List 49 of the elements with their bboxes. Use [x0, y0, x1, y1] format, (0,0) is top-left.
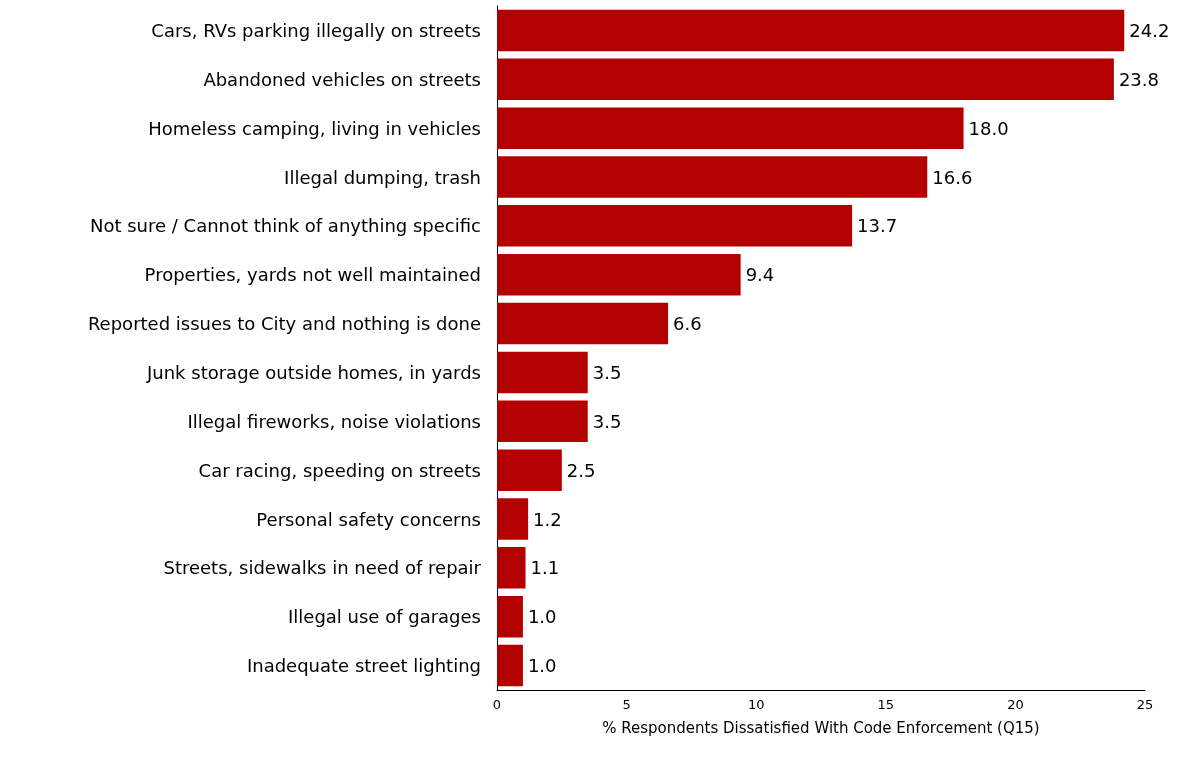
data-label: 9.4: [745, 264, 775, 286]
data-label: 24.2: [1129, 19, 1170, 41]
data-label: 2.5: [566, 459, 596, 481]
x-tick-label: 0: [492, 697, 502, 712]
data-label: 3.5: [592, 361, 622, 383]
bar: [497, 253, 741, 296]
x-tick-label: 10: [747, 697, 765, 712]
bar: [497, 644, 523, 687]
y-tick-label: Cars, RVs parking illegally on streets: [151, 19, 481, 41]
y-tick-label: Not sure / Cannot think of anything specific: [89, 215, 481, 237]
data-label: 18.0: [968, 117, 1009, 139]
bar: [497, 400, 588, 443]
data-label: 1.2: [533, 508, 562, 530]
y-tick-label: Illegal dumping, trash: [284, 166, 481, 188]
y-tick-label: Junk storage outside homes, in yards: [145, 361, 481, 383]
bar: [497, 205, 853, 247]
x-tick-label: 5: [622, 697, 631, 712]
data-label: 23.8: [1118, 68, 1159, 90]
bar: [497, 9, 1125, 52]
bar: [497, 302, 669, 345]
bar: [497, 107, 964, 149]
data-label: 3.5: [592, 410, 622, 432]
data-label: 1.0: [527, 655, 557, 677]
bar: [497, 595, 523, 638]
bar: [497, 156, 928, 198]
y-tick-label: Illegal use of garages: [288, 606, 481, 628]
bar: [497, 351, 588, 394]
data-label: 6.6: [673, 313, 702, 335]
y-tick-label: Car racing, speeding on streets: [198, 459, 481, 481]
y-tick-label: Properties, yards not well maintained: [144, 264, 481, 286]
y-tick-label: Illegal fireworks, noise violations: [187, 410, 481, 432]
y-tick-label: Abandoned vehicles on streets: [203, 68, 481, 90]
y-tick-label: Reported issues to City and nothing is done: [87, 313, 481, 335]
bar: [497, 449, 562, 491]
x-tick-label: 20: [1007, 697, 1024, 712]
bar: [497, 498, 529, 540]
x-axis-title: % Respondents Dissatisfied With Code Enforcement (Q15): [602, 718, 1040, 737]
x-tick-label: 15: [877, 697, 895, 712]
y-tick-label: Personal safety concerns: [256, 508, 481, 530]
y-tick-label: Streets, sidewalks in need of repair: [163, 557, 482, 579]
x-tick-label: 25: [1136, 697, 1154, 712]
data-label: 1.1: [530, 557, 560, 579]
bar: [497, 547, 526, 589]
data-label: 13.7: [857, 215, 898, 237]
y-tick-label: Homeless camping, living in vehicles: [148, 117, 481, 139]
data-label: 16.6: [932, 166, 973, 188]
data-label: 1.0: [527, 606, 557, 628]
y-tick-label: Inadequate street lighting: [246, 655, 481, 677]
bar: [497, 58, 1114, 101]
